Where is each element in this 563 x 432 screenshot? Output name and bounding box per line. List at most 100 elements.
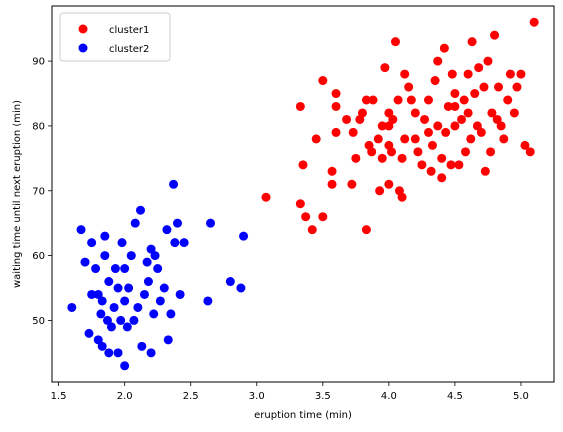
- points-layer: [67, 17, 539, 371]
- data-point-cluster1-86: [494, 82, 504, 92]
- data-point-cluster2-21: [113, 283, 123, 293]
- data-point-cluster1-6: [311, 134, 321, 144]
- data-point-cluster1-74: [467, 37, 477, 47]
- data-point-cluster1-37: [393, 95, 403, 105]
- data-point-cluster1-93: [516, 69, 526, 79]
- data-point-cluster1-15: [347, 179, 357, 189]
- data-point-cluster1-31: [384, 121, 394, 131]
- data-point-cluster1-85: [492, 114, 502, 124]
- data-point-cluster1-24: [368, 95, 378, 105]
- data-point-cluster2-8: [93, 289, 103, 299]
- x-tick-label-5: 4.0: [381, 391, 397, 402]
- data-point-cluster2-51: [175, 289, 185, 299]
- data-point-cluster1-75: [470, 89, 480, 99]
- data-point-cluster1-19: [357, 108, 367, 118]
- data-point-cluster2-26: [120, 264, 130, 274]
- data-point-cluster2-31: [130, 218, 140, 228]
- y-tick-label-3: 80: [32, 121, 45, 132]
- x-tick-label-2: 2.5: [183, 391, 199, 402]
- data-point-cluster1-83: [487, 108, 497, 118]
- data-point-cluster1-66: [450, 89, 460, 99]
- data-point-cluster2-56: [236, 283, 246, 293]
- data-point-cluster1-21: [361, 95, 371, 105]
- data-point-cluster2-55: [225, 277, 235, 287]
- legend: cluster1 cluster2: [59, 12, 171, 62]
- data-point-cluster1-35: [388, 114, 398, 124]
- data-point-cluster2-12: [100, 251, 110, 261]
- data-point-cluster2-39: [146, 244, 156, 254]
- data-point-cluster1-41: [400, 134, 410, 144]
- legend-marker-cluster2: [78, 43, 88, 53]
- data-point-cluster1-42: [400, 69, 410, 79]
- y-tick-label-2: 70: [32, 186, 45, 197]
- data-point-cluster2-38: [146, 348, 156, 358]
- data-point-cluster1-20: [361, 225, 371, 235]
- data-point-cluster2-2: [80, 257, 90, 267]
- data-point-cluster1-23: [367, 147, 377, 157]
- x-tick-label-4: 3.5: [315, 391, 331, 402]
- y-tick-label-0: 50: [32, 316, 45, 327]
- x-tick-label-1: 2.0: [117, 391, 133, 402]
- y-axis-label: waiting time until next eruption (min): [12, 100, 23, 288]
- data-point-cluster1-2: [298, 160, 308, 170]
- data-point-cluster1-5: [307, 225, 317, 235]
- data-point-cluster2-24: [120, 361, 130, 371]
- data-point-cluster2-33: [136, 205, 146, 215]
- legend-box: [59, 12, 171, 62]
- data-point-cluster1-43: [404, 82, 414, 92]
- data-point-cluster1-82: [486, 147, 496, 157]
- data-point-cluster2-41: [150, 251, 160, 261]
- data-point-cluster1-63: [447, 69, 457, 79]
- data-point-cluster2-25: [120, 296, 130, 306]
- data-point-cluster1-50: [424, 95, 433, 105]
- data-point-cluster1-25: [373, 134, 383, 144]
- data-point-cluster1-53: [427, 140, 437, 150]
- x-tick-label-7: 5.0: [513, 391, 529, 402]
- data-point-cluster1-67: [454, 160, 464, 170]
- data-point-cluster1-62: [446, 160, 456, 170]
- data-point-cluster1-68: [457, 114, 467, 124]
- data-point-cluster1-69: [459, 95, 469, 105]
- data-point-cluster2-27: [122, 322, 132, 332]
- data-point-cluster2-14: [102, 315, 112, 325]
- data-point-cluster1-14: [342, 114, 352, 124]
- data-point-cluster2-43: [155, 296, 165, 306]
- data-point-cluster2-29: [126, 251, 136, 261]
- data-point-cluster2-15: [104, 348, 114, 358]
- data-point-cluster2-40: [149, 309, 159, 319]
- data-point-cluster1-71: [463, 69, 473, 79]
- data-point-cluster1-94: [520, 140, 530, 150]
- x-tick-label-6: 4.5: [447, 391, 463, 402]
- data-point-cluster2-7: [93, 335, 103, 345]
- data-point-cluster1-34: [387, 147, 397, 157]
- data-point-cluster2-53: [203, 296, 213, 306]
- data-point-cluster1-52: [426, 166, 436, 176]
- data-point-cluster1-4: [301, 212, 311, 222]
- data-point-cluster1-55: [433, 56, 443, 66]
- data-point-cluster2-3: [84, 328, 94, 338]
- data-point-cluster2-9: [96, 309, 106, 319]
- x-tick-label-0: 1.5: [51, 391, 67, 402]
- data-point-cluster2-46: [163, 335, 173, 345]
- data-point-cluster1-30: [384, 108, 394, 118]
- data-point-cluster2-18: [109, 302, 119, 312]
- data-point-cluster1-29: [380, 63, 390, 73]
- data-point-cluster1-46: [410, 134, 420, 144]
- data-point-cluster1-96: [529, 17, 539, 27]
- data-point-cluster2-49: [170, 238, 180, 248]
- data-point-cluster1-26: [375, 186, 385, 196]
- data-point-cluster1-76: [472, 121, 482, 131]
- data-point-cluster1-47: [413, 147, 423, 157]
- data-point-cluster1-84: [490, 30, 500, 40]
- data-point-cluster2-30: [129, 315, 139, 325]
- data-point-cluster1-72: [463, 108, 473, 118]
- data-point-cluster2-44: [159, 283, 169, 293]
- data-point-cluster1-81: [483, 56, 493, 66]
- data-point-cluster1-65: [450, 121, 460, 131]
- data-point-cluster2-11: [97, 296, 107, 306]
- data-point-cluster1-3: [295, 199, 305, 209]
- legend-marker-cluster1: [78, 24, 88, 34]
- data-point-cluster1-61: [443, 101, 453, 111]
- data-point-cluster2-5: [87, 238, 97, 248]
